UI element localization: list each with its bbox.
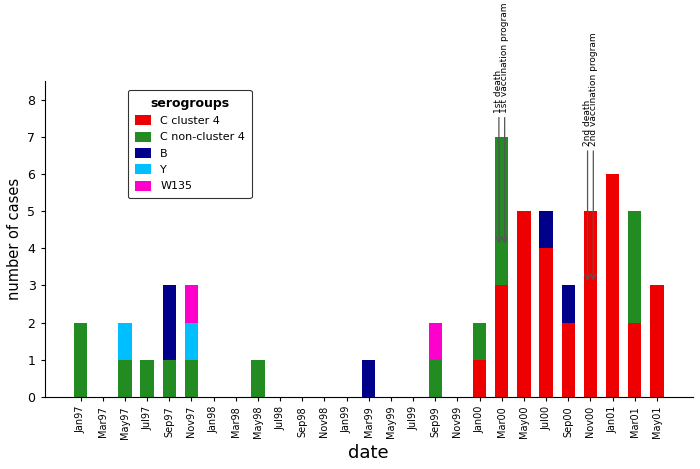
Bar (362, 360, 375, 397)
Bar (428, 360, 442, 397)
Bar (185, 286, 198, 323)
Bar (650, 286, 664, 397)
Bar (473, 360, 486, 397)
Bar (141, 360, 154, 397)
Bar (628, 211, 641, 323)
Bar (495, 286, 508, 397)
Text: 2nd vaccination program: 2nd vaccination program (589, 33, 598, 146)
Bar (517, 211, 531, 397)
Bar (473, 323, 486, 360)
Bar (584, 211, 597, 397)
Bar (185, 360, 198, 397)
Bar (628, 323, 641, 397)
X-axis label: date: date (349, 444, 389, 462)
Bar (162, 360, 176, 397)
Bar (561, 286, 575, 323)
Y-axis label: number of cases: number of cases (7, 178, 22, 300)
Bar (428, 323, 442, 360)
Bar (495, 137, 508, 286)
Bar (118, 323, 132, 360)
Bar (251, 360, 265, 397)
Bar (540, 249, 553, 397)
Legend: C cluster 4, C non-cluster 4, B, Y, W135: C cluster 4, C non-cluster 4, B, Y, W135 (128, 90, 252, 198)
Text: 1st death: 1st death (494, 70, 503, 113)
Bar (162, 286, 176, 360)
Text: 1st vaccination program: 1st vaccination program (500, 2, 509, 113)
Bar (118, 360, 132, 397)
Bar (540, 211, 553, 249)
Bar (185, 323, 198, 360)
Bar (561, 323, 575, 397)
Text: 2nd death: 2nd death (583, 100, 592, 146)
Bar (606, 174, 620, 397)
Bar (74, 323, 88, 397)
